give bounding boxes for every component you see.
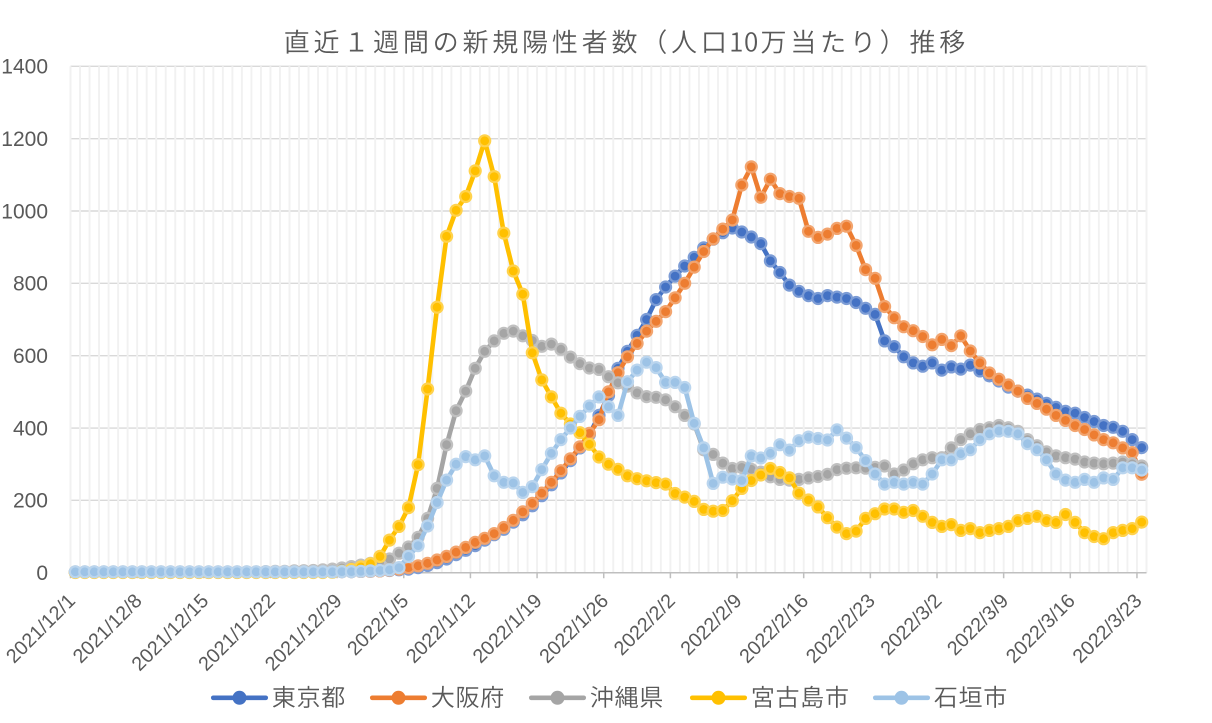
- svg-text:800: 800: [13, 273, 48, 296]
- svg-text:1200: 1200: [1, 128, 48, 151]
- svg-text:1000: 1000: [1, 200, 48, 223]
- svg-text:1400: 1400: [1, 56, 48, 79]
- svg-text:400: 400: [13, 417, 48, 440]
- svg-text:0: 0: [36, 562, 48, 585]
- svg-text:200: 200: [13, 490, 48, 513]
- svg-text:600: 600: [13, 345, 48, 368]
